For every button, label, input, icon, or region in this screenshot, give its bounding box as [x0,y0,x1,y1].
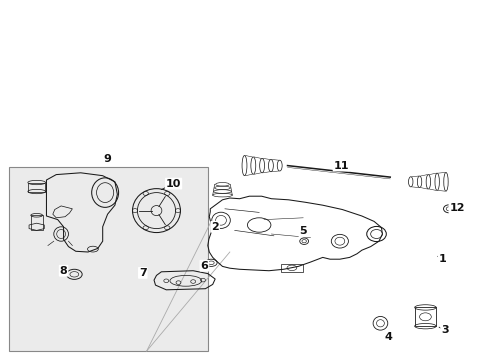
Bar [28,183,45,192]
Text: 7: 7 [139,268,146,278]
Bar [414,307,435,326]
Bar [9,167,207,351]
Text: 10: 10 [165,179,181,189]
Text: 8: 8 [60,266,67,276]
Bar [31,215,42,230]
Text: 5: 5 [299,226,306,236]
Text: 1: 1 [438,254,446,264]
Text: 4: 4 [384,332,392,342]
Bar [281,264,303,272]
Text: 11: 11 [333,161,348,171]
Text: 6: 6 [200,261,208,271]
Text: 12: 12 [448,203,464,213]
Text: 3: 3 [440,325,448,336]
Text: 2: 2 [211,222,219,232]
Text: 9: 9 [103,154,111,164]
